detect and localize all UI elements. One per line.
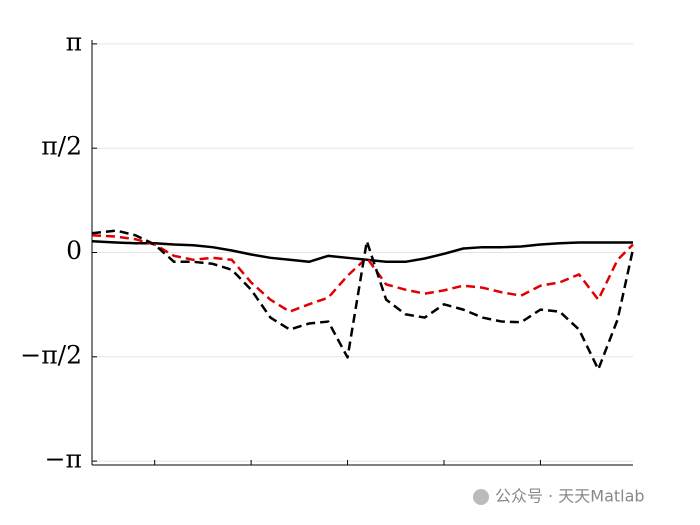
watermark-icon	[473, 489, 489, 505]
series-line	[91, 233, 634, 313]
y-tick-label: −π	[45, 445, 82, 474]
y-tick-label: 0	[66, 236, 82, 265]
series-line	[91, 239, 633, 264]
y-tick-label: −π/2	[20, 340, 82, 369]
y-tick-label: π	[66, 27, 82, 56]
series-line	[91, 229, 635, 371]
watermark: 公众号 · 天天Matlab	[495, 487, 645, 506]
y-tick-label: π/2	[41, 132, 82, 161]
